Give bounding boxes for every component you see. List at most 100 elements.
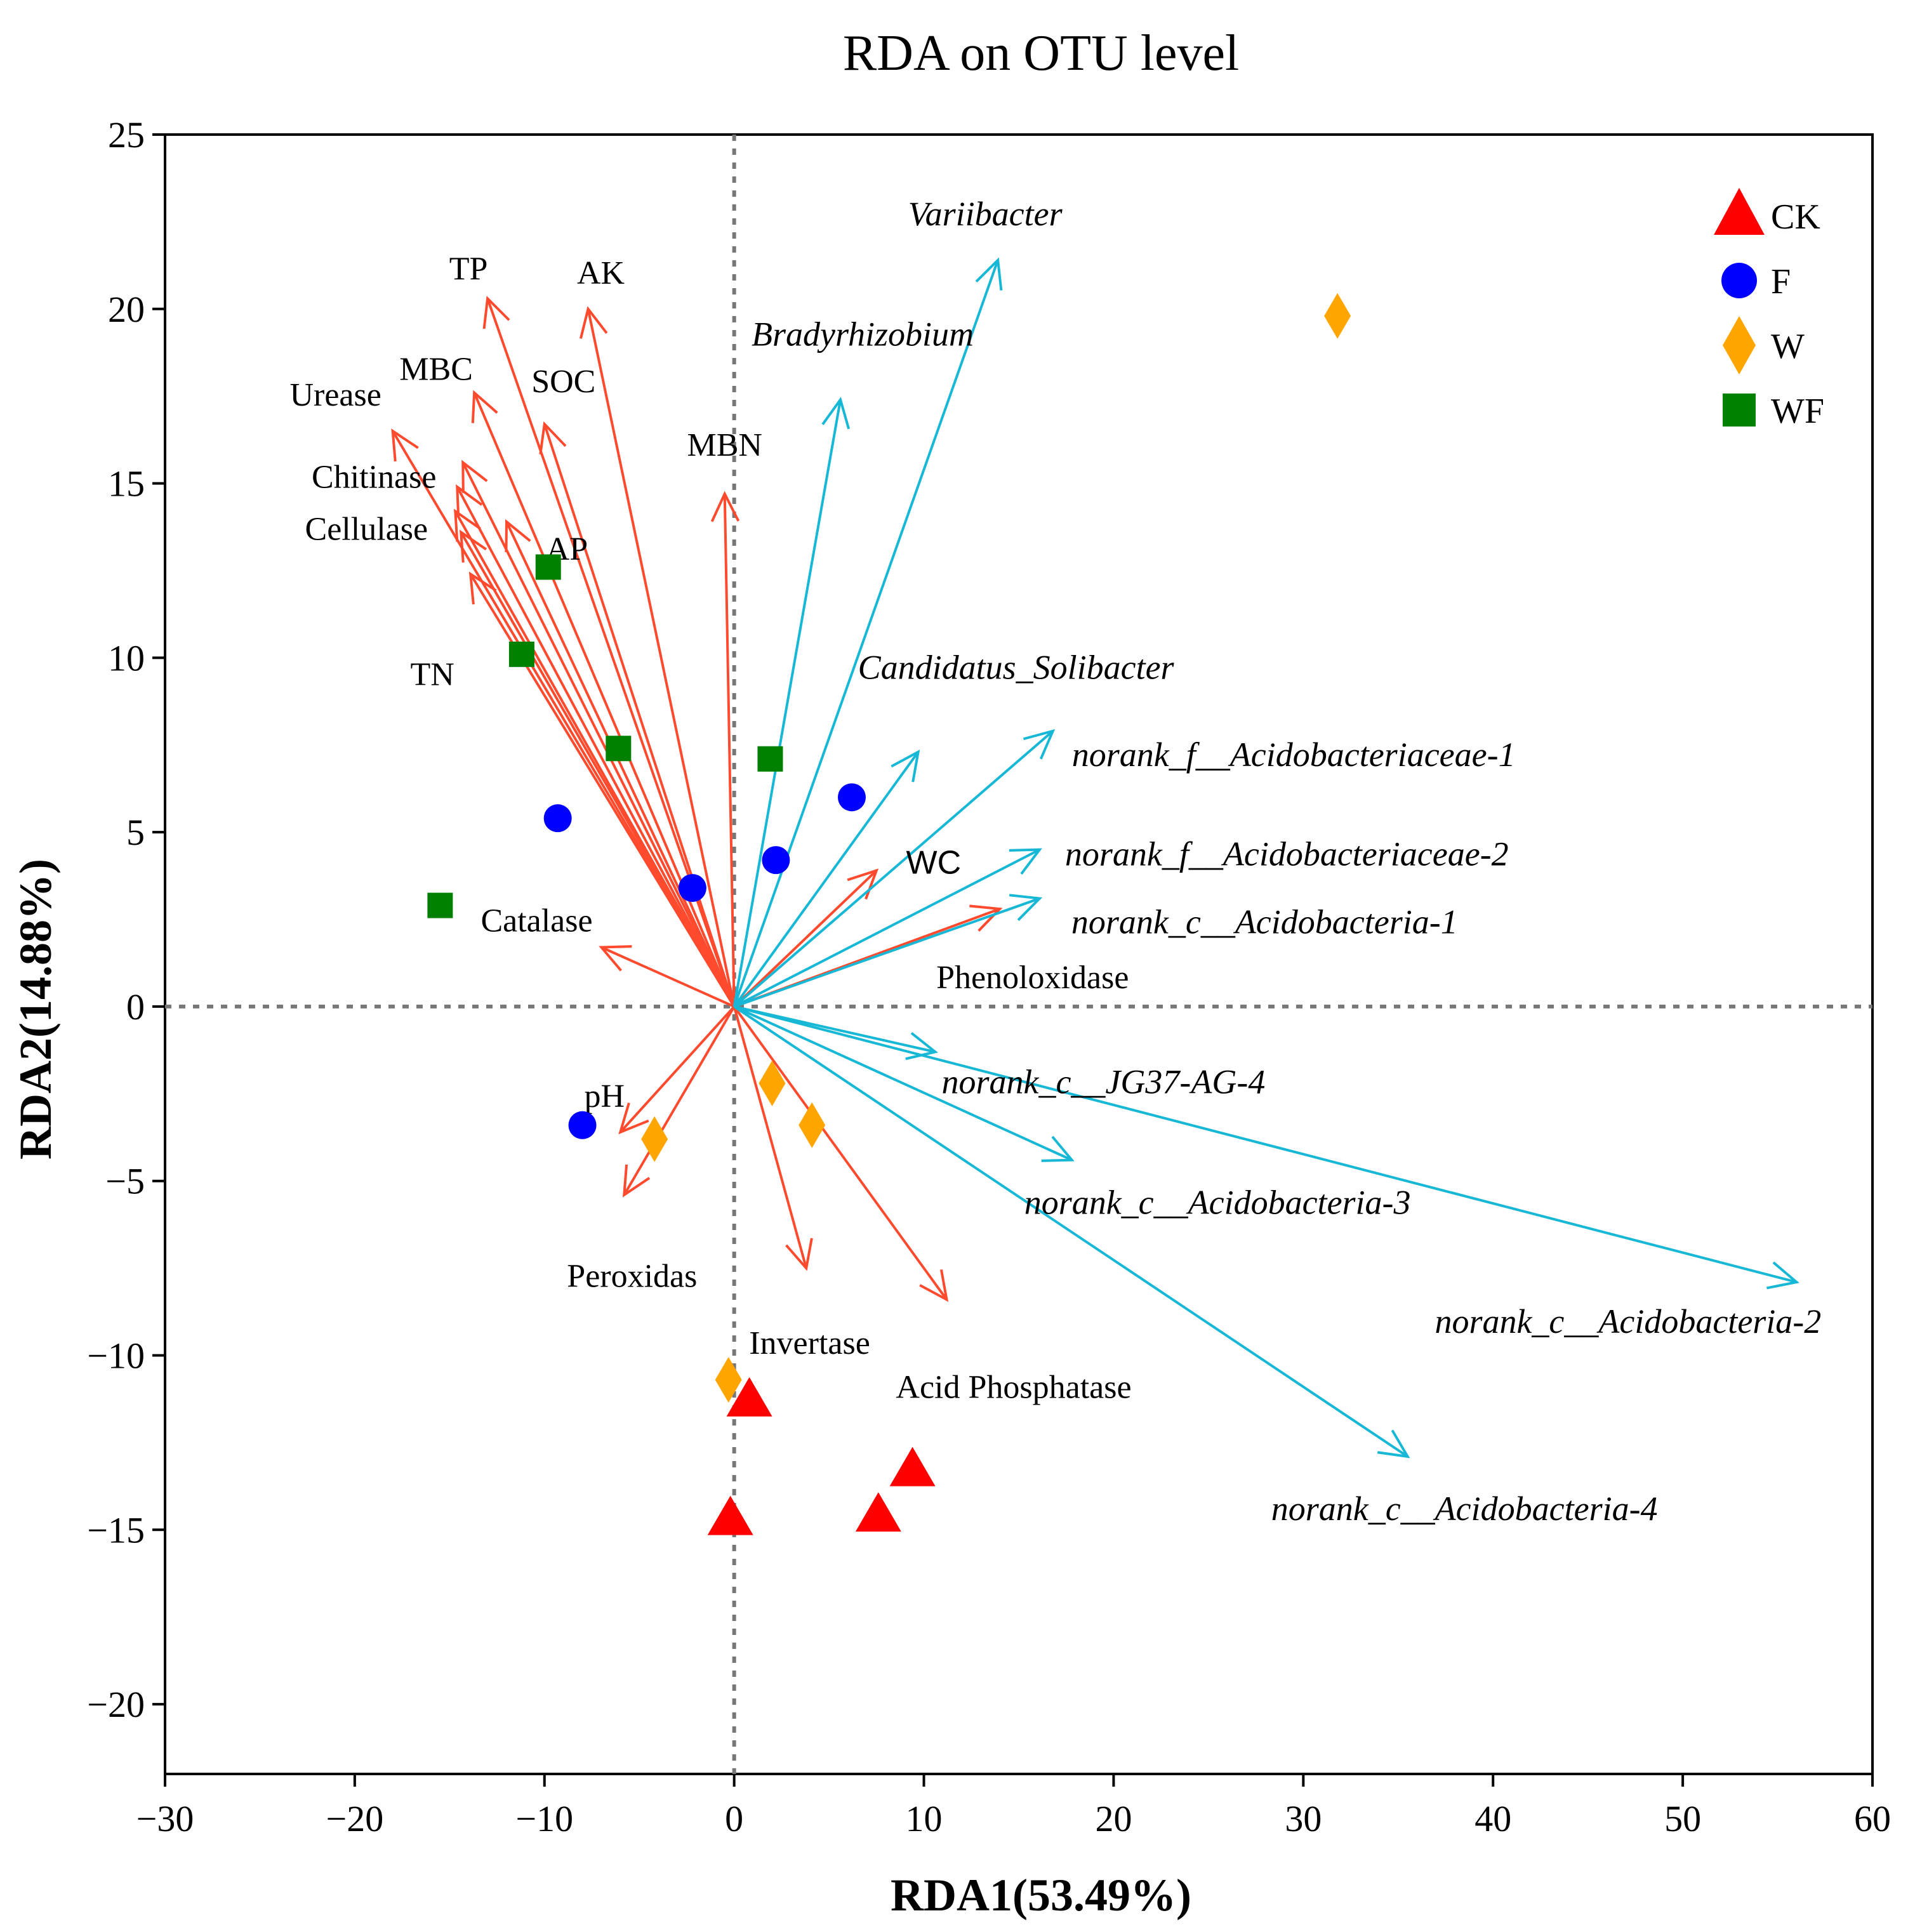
env-label: Invertase (749, 1325, 870, 1361)
taxa-arrow-head (1041, 1135, 1075, 1162)
env-arrow-shaft (600, 946, 735, 1008)
plot-area: −30 −20 −10 0 10 20 30 40 50 60 −20 −15 −10 −5 0 5 10 15 2… (87, 114, 1891, 1839)
taxa-arrow-shaft (732, 399, 842, 1007)
taxa-arrow-shaft (733, 730, 1054, 1008)
x-tick-label: 50 (1664, 1798, 1701, 1839)
env-label: MBN (687, 427, 762, 463)
env-arrow-head (505, 519, 531, 553)
env-arrow-head (599, 945, 632, 972)
legend-label: CK (1771, 197, 1820, 237)
y-tick-label: −15 (87, 1509, 145, 1551)
env-arrow-head (391, 428, 419, 462)
point-f (837, 783, 866, 812)
env-arrow-head (471, 390, 498, 423)
env-label: Catalase (480, 903, 592, 939)
env-arrow-head (785, 1238, 813, 1271)
env-label: Cellulase (305, 512, 428, 548)
x-tick-label: −10 (515, 1798, 573, 1839)
point-wf (535, 554, 561, 580)
legend-label: W (1771, 327, 1805, 366)
env-arrow-shaft (461, 461, 736, 1007)
taxa-label: Variibacter (908, 195, 1063, 233)
point-wf (427, 892, 453, 918)
point-ck (707, 1495, 753, 1535)
point-w (798, 1102, 826, 1148)
env-arrow-shaft (623, 1005, 736, 1196)
legend-marker-wf (1723, 394, 1756, 427)
taxa-arrow-head (821, 397, 851, 430)
env-arrow-shaft (391, 430, 736, 1007)
y-tick-label: 0 (126, 986, 145, 1028)
point-w (641, 1116, 668, 1162)
taxa-label: norank_c__Acidobacteria-3 (1024, 1184, 1411, 1222)
x-tick-label: 10 (906, 1798, 943, 1839)
env-arrow-head (710, 491, 740, 522)
taxa-arrow-head (891, 750, 920, 783)
env-label: Acid Phosphatase (896, 1370, 1131, 1406)
env-arrow-shaft (619, 1005, 736, 1134)
taxa-arrow-shaft (733, 1005, 1073, 1161)
env-arrow-shaft (543, 423, 736, 1007)
x-tick-label: −20 (326, 1798, 384, 1839)
point-ck (889, 1446, 936, 1486)
env-label: Peroxidas (567, 1259, 697, 1295)
env-arrow-head (456, 484, 483, 518)
env-arrow-head (622, 1164, 651, 1198)
env-arrow-head (459, 529, 487, 563)
x-tick-label: 40 (1474, 1798, 1511, 1839)
point-w (715, 1356, 742, 1403)
point-wf (757, 746, 783, 772)
env-label: Chitinase (312, 460, 436, 496)
y-tick-label: 15 (108, 463, 145, 505)
taxa-arrow-shaft (732, 260, 1000, 1007)
taxa-label: norank_c__Acidobacteria-1 (1071, 903, 1458, 941)
legend-marker-ck (1714, 188, 1765, 235)
legend-label: F (1771, 262, 1791, 301)
env-arrow-head (580, 306, 608, 339)
y-tick-label: −20 (87, 1684, 145, 1725)
env-label: Urease (289, 377, 381, 413)
env-arrow-head (468, 571, 497, 605)
env-arrow-shaft (733, 1005, 948, 1300)
taxa-arrow-shaft (733, 897, 1040, 1008)
y-tick-label: 25 (108, 114, 145, 155)
env-arrow-head (461, 460, 488, 493)
env-arrow-shaft (733, 870, 878, 1008)
taxa-arrow-head (1377, 1429, 1410, 1459)
env-label: TP (449, 251, 488, 287)
x-tick-label: 30 (1285, 1798, 1322, 1839)
x-tick-label: 60 (1854, 1798, 1891, 1839)
taxa-label: norank_c__Acidobacteria-2 (1435, 1302, 1821, 1340)
y-tick-label: 20 (108, 289, 145, 330)
env-label: AK (577, 255, 625, 291)
y-tick-label: 5 (126, 812, 145, 853)
env-label: MBC (399, 352, 473, 388)
env-arrow-shaft (456, 486, 736, 1007)
point-ck (855, 1492, 901, 1532)
env-label: TN (411, 656, 454, 692)
taxa-arrow-shaft (733, 751, 920, 1008)
env-label: SOC (531, 364, 595, 400)
env-arrow-shaft (732, 1006, 808, 1269)
env-label: WC (906, 845, 962, 882)
env-arrow-shaft (460, 531, 736, 1007)
point-w (759, 1060, 786, 1106)
taxa-arrow-head (1023, 729, 1056, 760)
y-axis-label: RDA2(14.88%) (10, 859, 61, 1160)
env-arrow-head (454, 508, 481, 542)
env-arrow-head (969, 904, 1003, 932)
taxa-label: norank_f__Acidobacteriaceae-2 (1065, 835, 1509, 873)
y-tick-label: −10 (87, 1335, 145, 1377)
point-f (543, 804, 572, 833)
legend-label: WF (1771, 392, 1824, 431)
env-arrow-head (482, 295, 510, 329)
point-wf (606, 736, 632, 762)
taxa-arrow-shaft (733, 1005, 1408, 1458)
point-f (762, 846, 790, 875)
x-tick-label: 0 (725, 1798, 743, 1839)
point-f (568, 1111, 597, 1139)
legend-marker-w (1723, 316, 1756, 374)
env-arrow-shaft (586, 308, 736, 1007)
env-arrow-shaft (723, 494, 736, 1007)
